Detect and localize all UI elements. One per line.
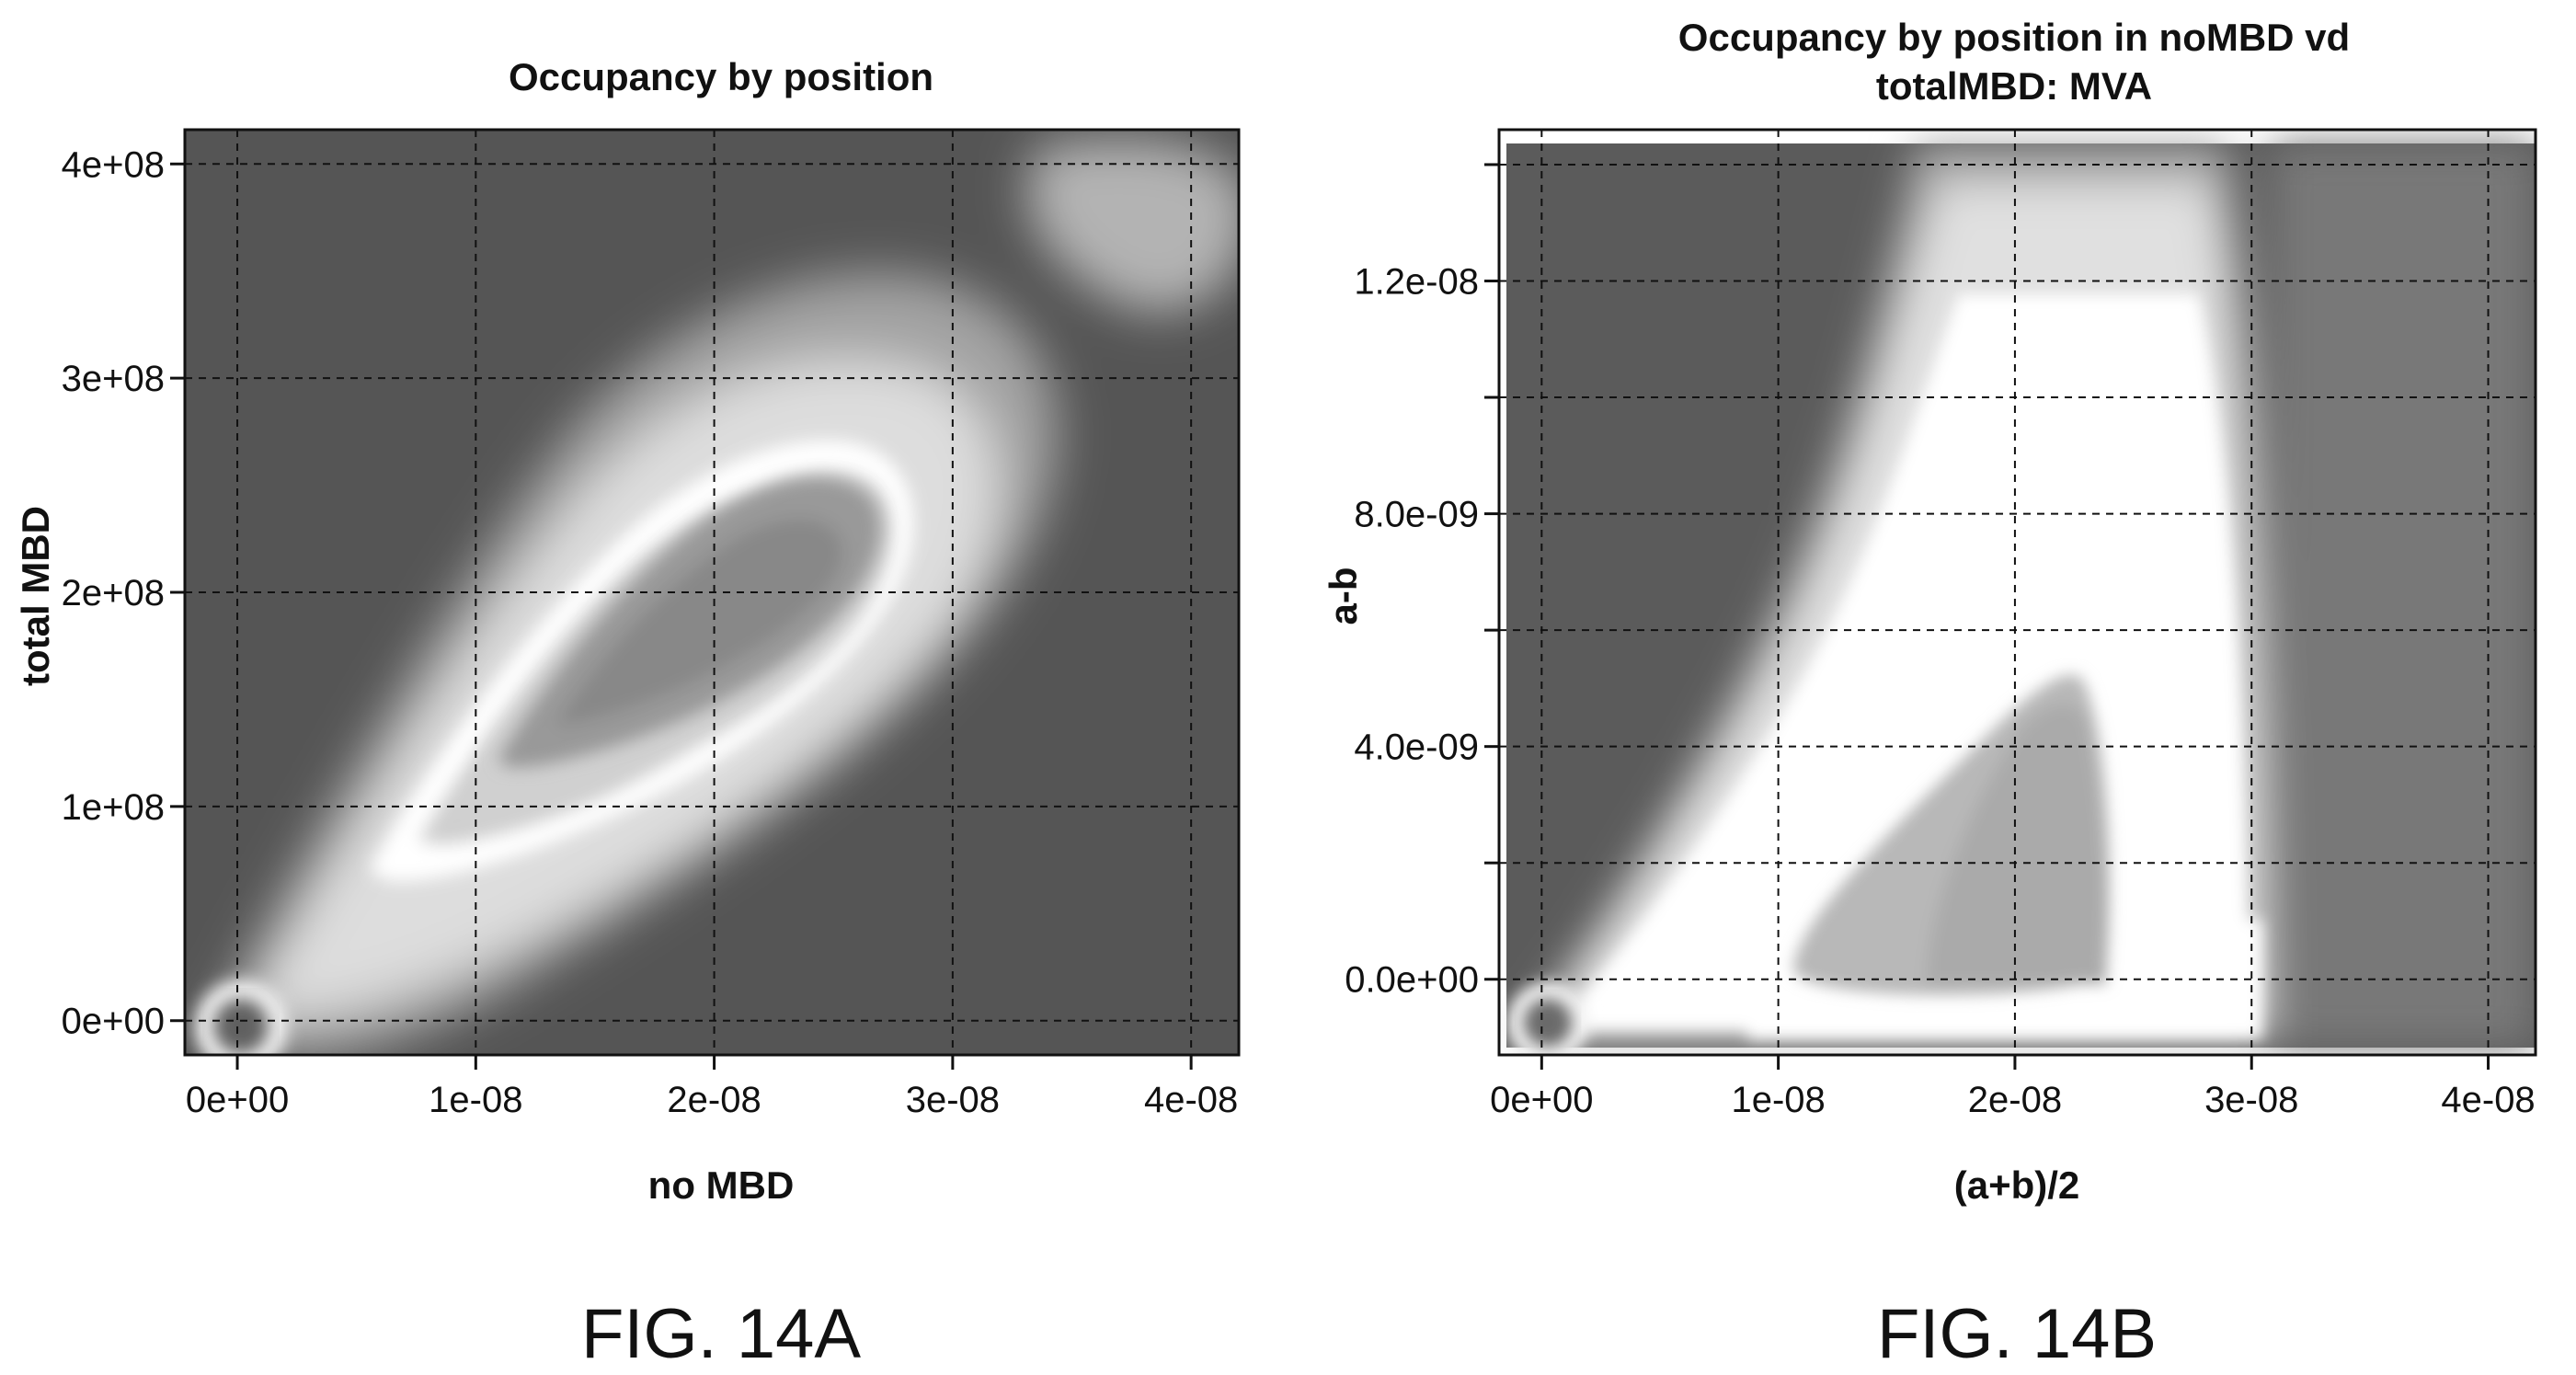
chart-b-ticks: 0e+00 1e-08 2e-08 3e-08 4e-08 0.0e+00 4.0e-09 8…: [1345, 163, 2536, 1120]
chart-a-y-tick-label: 3e+08: [62, 359, 165, 399]
chart-b-y-tick-label: 8.0e-09: [1354, 495, 1479, 535]
panel-b: Occupancy by position in noMBD vd totalM…: [1322, 16, 2537, 1373]
chart-a-x-tick-label: 4e-08: [1144, 1080, 1238, 1120]
chart-b-x-tick-label: 3e-08: [2204, 1080, 2298, 1120]
chart-a-y-tick-label: 1e+08: [62, 787, 165, 828]
chart-b-x-axis-title: (a+b)/2: [1954, 1163, 2080, 1207]
chart-b-plot-frame: [1497, 128, 2537, 1057]
chart-b-x-tick-label: 0e+00: [1490, 1080, 1593, 1120]
figure-caption-a: FIG. 14A: [581, 1295, 861, 1373]
chart-b-x-tick-label: 1e-08: [1731, 1080, 1825, 1120]
chart-a-x-tick-label: 3e-08: [906, 1080, 1000, 1120]
chart-a-x-axis-title: no MBD: [648, 1163, 795, 1207]
chart-b-title-line-1: Occupancy by position in noMBD vd: [1678, 16, 2350, 59]
chart-b-x-tick-label: 4e-08: [2441, 1080, 2535, 1120]
chart-a-x-tick-label: 1e-08: [429, 1080, 522, 1120]
chart-b-y-tick-label: 4.0e-09: [1354, 728, 1479, 768]
chart-b-grid: [1499, 130, 2536, 1055]
chart-a-ticks: 0e+00 1e-08 2e-08 3e-08 4e-08 0e+00 1e+08 2e+08…: [62, 144, 1239, 1120]
chart-b-y-axis-title: a-b: [1322, 567, 1365, 625]
chart-b-x-tick-label: 2e-08: [1968, 1080, 2062, 1120]
chart-a-y-tick-label: 4e+08: [62, 144, 165, 185]
chart-b-title-line-2: totalMBD: MVA: [1876, 64, 2152, 108]
figure-caption-b: FIG. 14B: [1877, 1295, 2157, 1373]
chart-b-y-tick-label: 0.0e+00: [1345, 960, 1479, 1001]
chart-b-y-tick-label: 1.2e-08: [1354, 262, 1479, 303]
panel-a: Occupancy by position 0e+00 1e-08 2e-08 3e: [14, 55, 1241, 1373]
chart-a-y-tick-label: 0e+00: [62, 1002, 165, 1042]
chart-a-y-axis-title: total MBD: [14, 506, 57, 686]
chart-b-heatmap: [1499, 130, 2536, 1055]
chart-a-x-tick-label: 0e+00: [186, 1080, 289, 1120]
chart-a-y-tick-label: 2e+08: [62, 573, 165, 613]
chart-a-title: Occupancy by position: [509, 55, 933, 98]
chart-a-heatmap: [185, 130, 1239, 1055]
chart-a-x-tick-label: 2e-08: [667, 1080, 761, 1120]
chart-a-grid: [185, 130, 1239, 1055]
